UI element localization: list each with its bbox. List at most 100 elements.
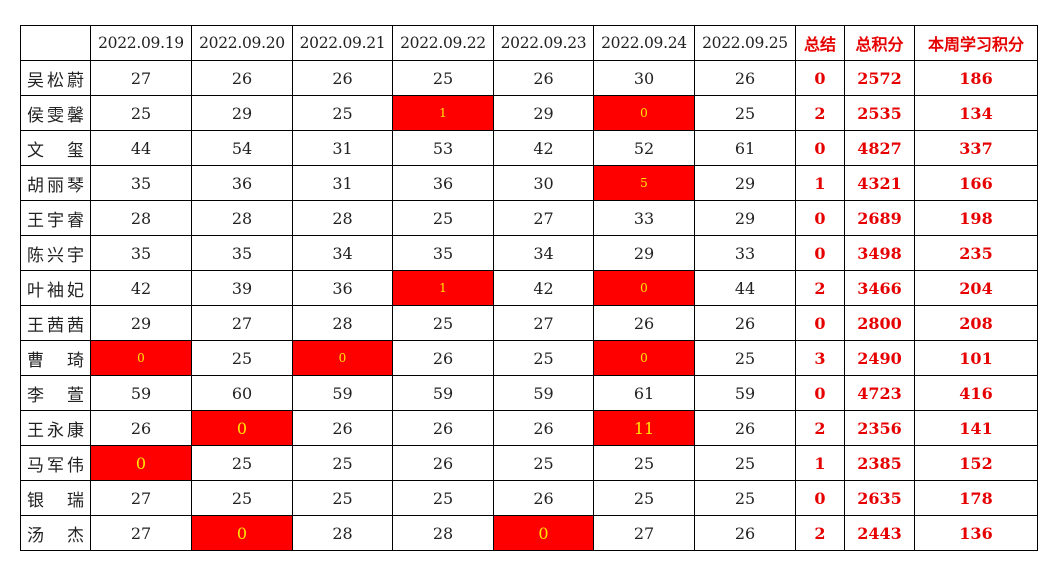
weekly-cell: 101 bbox=[914, 340, 1038, 376]
student-name: 叶袖妃 bbox=[20, 270, 91, 306]
summary-cell: 0 bbox=[795, 130, 845, 166]
score-cell: 44 bbox=[694, 270, 796, 306]
weekly-cell: 235 bbox=[914, 235, 1038, 271]
student-name: 吴松蔚 bbox=[20, 60, 91, 96]
total-cell: 2443 bbox=[844, 515, 915, 551]
table-row: 汤杰 27 0 28 28 0 27 26 2 2443 136 bbox=[20, 515, 1038, 551]
score-cell: 25 bbox=[392, 305, 494, 341]
score-cell: 25 bbox=[694, 445, 796, 481]
score-cell: 25 bbox=[694, 340, 796, 376]
weekly-cell: 337 bbox=[914, 130, 1038, 166]
score-cell: 26 bbox=[493, 410, 594, 446]
header-summary: 总结 bbox=[795, 25, 845, 61]
score-cell: 25 bbox=[694, 95, 796, 131]
score-cell: 27 bbox=[90, 480, 192, 516]
score-cell: 27 bbox=[493, 305, 594, 341]
score-cell: 25 bbox=[392, 480, 494, 516]
score-cell: 25 bbox=[392, 60, 494, 96]
score-cell: 28 bbox=[292, 305, 393, 341]
score-cell: 27 bbox=[593, 515, 695, 551]
score-cell: 59 bbox=[90, 375, 192, 411]
score-cell: 54 bbox=[191, 130, 293, 166]
score-cell: 26 bbox=[392, 340, 494, 376]
score-cell: 35 bbox=[90, 235, 192, 271]
student-name: 胡丽琴 bbox=[20, 165, 91, 201]
table-row: 银瑞 27 25 25 25 26 25 25 0 2635 178 bbox=[20, 480, 1038, 516]
total-cell: 4827 bbox=[844, 130, 915, 166]
score-cell: 30 bbox=[493, 165, 594, 201]
student-name: 马军伟 bbox=[20, 445, 91, 481]
table-row: 胡丽琴 35 36 31 36 30 5 29 1 4321 166 bbox=[20, 165, 1038, 201]
score-cell: 27 bbox=[493, 200, 594, 236]
table-row: 陈兴宇 35 35 34 35 34 29 33 0 3498 235 bbox=[20, 235, 1038, 271]
summary-cell: 1 bbox=[795, 165, 845, 201]
score-cell: 26 bbox=[493, 480, 594, 516]
score-cell: 29 bbox=[493, 95, 594, 131]
summary-cell: 0 bbox=[795, 305, 845, 341]
weekly-cell: 134 bbox=[914, 95, 1038, 131]
summary-cell: 1 bbox=[795, 445, 845, 481]
score-cell: 29 bbox=[694, 165, 796, 201]
table-row: 叶袖妃 42 39 36 1 42 0 44 2 3466 204 bbox=[20, 270, 1038, 306]
score-cell: 59 bbox=[694, 375, 796, 411]
score-cell: 27 bbox=[90, 60, 192, 96]
score-cell-flagged: 0 bbox=[191, 410, 293, 446]
score-cell: 35 bbox=[191, 235, 293, 271]
score-cell: 36 bbox=[292, 270, 393, 306]
score-cell-flagged: 1 bbox=[392, 95, 494, 131]
score-cell: 25 bbox=[191, 445, 293, 481]
header-date: 2022.09.24 bbox=[593, 25, 695, 61]
score-cell-flagged: 0 bbox=[191, 515, 293, 551]
table-row: 曹琦 0 25 0 26 25 0 25 3 2490 101 bbox=[20, 340, 1038, 376]
summary-cell: 2 bbox=[795, 515, 845, 551]
score-cell: 25 bbox=[292, 480, 393, 516]
student-name: 曹琦 bbox=[20, 340, 91, 376]
table-row: 文玺 44 54 31 53 42 52 61 0 4827 337 bbox=[20, 130, 1038, 166]
weekly-score-table: 2022.09.19 2022.09.20 2022.09.21 2022.09… bbox=[20, 25, 1038, 551]
student-name: 王宇睿 bbox=[20, 200, 91, 236]
total-cell: 2385 bbox=[844, 445, 915, 481]
score-cell: 25 bbox=[694, 480, 796, 516]
score-cell: 27 bbox=[90, 515, 192, 551]
score-cell: 26 bbox=[694, 410, 796, 446]
header-date: 2022.09.22 bbox=[392, 25, 494, 61]
score-cell-flagged: 0 bbox=[593, 95, 695, 131]
score-cell: 26 bbox=[392, 445, 494, 481]
score-cell: 31 bbox=[292, 165, 393, 201]
score-cell: 26 bbox=[292, 60, 393, 96]
total-cell: 2800 bbox=[844, 305, 915, 341]
header-date: 2022.09.23 bbox=[493, 25, 594, 61]
weekly-cell: 136 bbox=[914, 515, 1038, 551]
score-cell: 60 bbox=[191, 375, 293, 411]
score-cell: 28 bbox=[191, 200, 293, 236]
score-cell: 25 bbox=[292, 95, 393, 131]
score-cell: 25 bbox=[191, 480, 293, 516]
header-date: 2022.09.25 bbox=[694, 25, 796, 61]
score-cell: 25 bbox=[493, 445, 594, 481]
score-cell-flagged: 0 bbox=[90, 340, 192, 376]
table-row: 吴松蔚 27 26 26 25 26 30 26 0 2572 186 bbox=[20, 60, 1038, 96]
header-date: 2022.09.20 bbox=[191, 25, 293, 61]
table-row: 马军伟 0 25 25 26 25 25 25 1 2385 152 bbox=[20, 445, 1038, 481]
table-row: 侯雯馨 25 29 25 1 29 0 25 2 2535 134 bbox=[20, 95, 1038, 131]
score-cell-flagged: 5 bbox=[593, 165, 695, 201]
score-cell: 61 bbox=[593, 375, 695, 411]
weekly-cell: 178 bbox=[914, 480, 1038, 516]
score-cell: 29 bbox=[694, 200, 796, 236]
score-cell: 59 bbox=[292, 375, 393, 411]
weekly-cell: 186 bbox=[914, 60, 1038, 96]
score-cell: 33 bbox=[694, 235, 796, 271]
score-cell: 44 bbox=[90, 130, 192, 166]
summary-cell: 3 bbox=[795, 340, 845, 376]
score-cell-flagged: 0 bbox=[593, 340, 695, 376]
score-cell: 42 bbox=[90, 270, 192, 306]
weekly-cell: 152 bbox=[914, 445, 1038, 481]
score-cell: 59 bbox=[392, 375, 494, 411]
summary-cell: 0 bbox=[795, 235, 845, 271]
score-cell-flagged: 11 bbox=[593, 410, 695, 446]
student-name: 王茜茜 bbox=[20, 305, 91, 341]
score-cell: 29 bbox=[90, 305, 192, 341]
student-name: 汤杰 bbox=[20, 515, 91, 551]
score-cell: 25 bbox=[292, 445, 393, 481]
score-cell: 26 bbox=[694, 305, 796, 341]
